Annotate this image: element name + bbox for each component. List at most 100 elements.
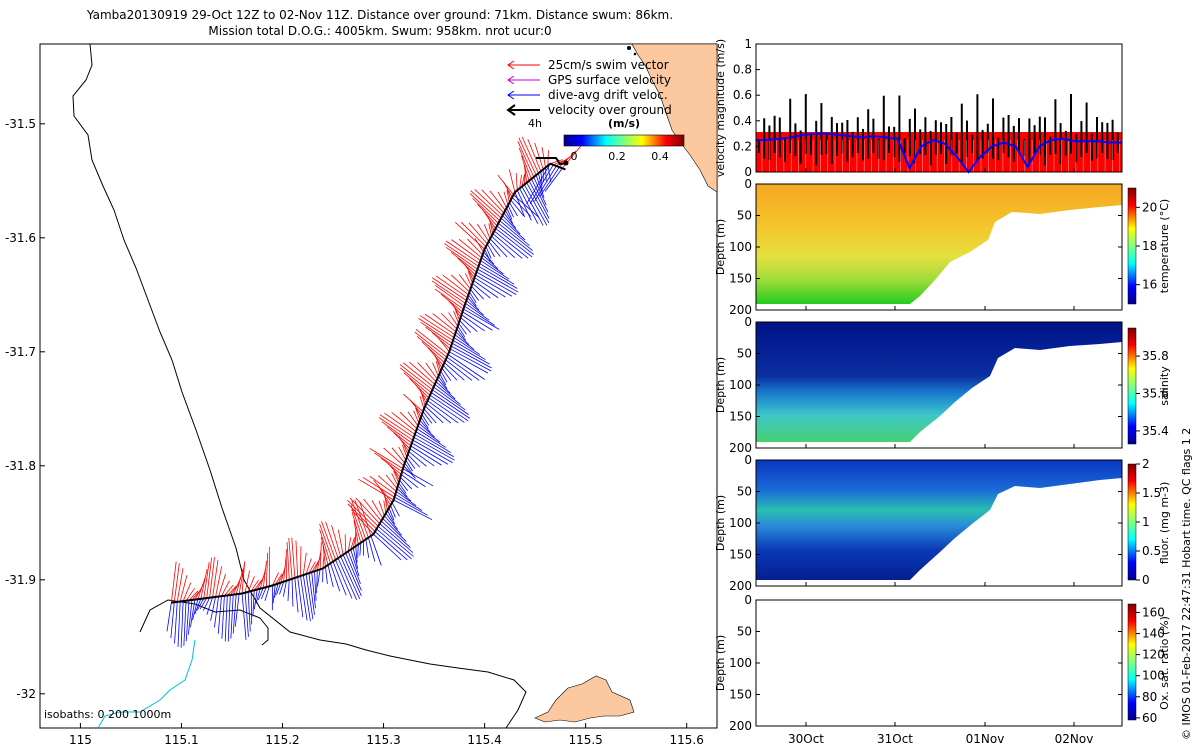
drift-vector xyxy=(391,502,400,517)
islet xyxy=(627,46,631,50)
drift-vector xyxy=(399,479,408,492)
velocity-tick-label: 0.2 xyxy=(733,139,752,153)
drift-vector xyxy=(478,265,518,289)
swim-vector xyxy=(455,221,485,250)
swim-vector xyxy=(291,537,296,578)
drift-vector xyxy=(470,288,480,301)
swim-vector xyxy=(272,572,279,586)
swim-vector xyxy=(409,378,430,399)
salinity-ylabel: Depth (m) xyxy=(714,357,727,413)
drift-vector xyxy=(475,274,513,297)
drift-vector xyxy=(434,384,461,405)
swim-vector xyxy=(503,191,509,206)
swim-vector xyxy=(506,189,510,203)
swim-vector xyxy=(431,277,467,301)
drift-vector xyxy=(519,188,539,224)
time-axis-ticks: 30Oct 31Oct 01Nov 02Nov xyxy=(788,168,1093,746)
drift-vector xyxy=(442,365,458,381)
drift-vector xyxy=(547,165,552,183)
depth-tick-label: 200 xyxy=(729,303,752,317)
swim-vector xyxy=(425,362,438,380)
drift-vector xyxy=(408,451,427,467)
swim-vector xyxy=(444,243,479,267)
drift-vector xyxy=(422,411,433,424)
swim-vector xyxy=(497,191,507,208)
drift-vector xyxy=(400,476,413,490)
swim-vector xyxy=(203,562,210,599)
drift-vector xyxy=(376,528,412,560)
drift-vector xyxy=(498,222,533,251)
swim-vector xyxy=(497,174,514,196)
speed-colorbar-tick: 0.2 xyxy=(608,150,626,163)
swim-vector xyxy=(212,560,219,598)
depth-tick-label: 50 xyxy=(737,347,752,361)
swim-vector xyxy=(446,247,478,270)
drift-vector xyxy=(305,574,314,620)
drift-vector xyxy=(403,465,416,479)
drift-vector xyxy=(398,482,407,494)
drift-vector xyxy=(166,602,172,632)
swim-vector xyxy=(427,347,444,366)
depth-tick-label: 50 xyxy=(737,625,752,639)
swim-vector xyxy=(453,310,460,324)
drift-vector xyxy=(180,601,184,648)
colorbar-tick-label: 18 xyxy=(1142,239,1157,253)
map-xtick-label: 115.3 xyxy=(366,733,400,747)
colorbar-tick-label: 16 xyxy=(1142,278,1157,292)
drift-vector xyxy=(406,457,416,469)
drift-vector xyxy=(481,257,504,275)
swim-vector xyxy=(458,238,482,259)
map-xtick-label: 115 xyxy=(69,733,92,747)
drift-vector xyxy=(440,370,448,383)
swim-vector xyxy=(407,411,419,427)
drift-vector xyxy=(417,425,441,443)
swim-vector xyxy=(415,407,421,421)
swim-vector xyxy=(431,332,451,350)
map-xtick-label: 115.2 xyxy=(265,733,299,747)
swim-vector xyxy=(209,557,215,598)
swim-vector xyxy=(373,479,393,503)
drift-vector xyxy=(177,601,181,647)
swim-vector xyxy=(464,273,472,287)
swim-vector xyxy=(435,275,468,298)
drift-vector xyxy=(539,166,560,198)
drift-vector xyxy=(350,549,360,577)
swim-vector xyxy=(322,545,326,567)
drift-vector xyxy=(206,597,213,615)
drift-vector xyxy=(332,561,347,596)
swim-vector xyxy=(331,525,341,557)
map-legend: 25cm/s swim vector GPS surface velocity … xyxy=(506,58,672,117)
drift-vector xyxy=(335,559,353,599)
swim-vector xyxy=(378,486,391,506)
swim-vector xyxy=(308,561,316,574)
drift-vector xyxy=(287,579,290,601)
swim-vector xyxy=(188,590,199,601)
swim-vector xyxy=(440,293,463,313)
fluorescence-field xyxy=(756,460,1122,580)
swim-vector xyxy=(319,541,322,570)
velocity-axes-frame xyxy=(755,43,1123,173)
velocity-vectors xyxy=(166,136,583,648)
drift-vector xyxy=(308,573,315,615)
swim-vector xyxy=(469,193,501,221)
swim-vector xyxy=(399,411,418,430)
depth-tick-label: 50 xyxy=(737,209,752,223)
drift-vector xyxy=(311,572,316,609)
legend-drift: dive-avg drift veloc. xyxy=(507,88,668,102)
swim-vector xyxy=(447,299,462,316)
map-ytick-label: -31.9 xyxy=(5,573,36,587)
swim-vector xyxy=(448,312,459,327)
swim-vector xyxy=(391,473,399,486)
swim-vector xyxy=(424,313,456,336)
swim-vector xyxy=(483,224,491,239)
swim-vector xyxy=(235,568,244,595)
temperature-colorbar-ticks: 16 18 20 xyxy=(1136,200,1157,292)
drift-vector xyxy=(545,167,547,182)
drift-vector xyxy=(438,376,448,390)
drift-vector xyxy=(450,345,492,369)
salinity-colorbar-label: salinity xyxy=(1158,366,1171,406)
drift-vector xyxy=(300,575,308,621)
drift-vector xyxy=(404,462,414,475)
fluorescence-panel: 0 50 100 150 200 Depth (m) 0 0.5 1 1.5 2 fluor. … xyxy=(714,453,1171,593)
